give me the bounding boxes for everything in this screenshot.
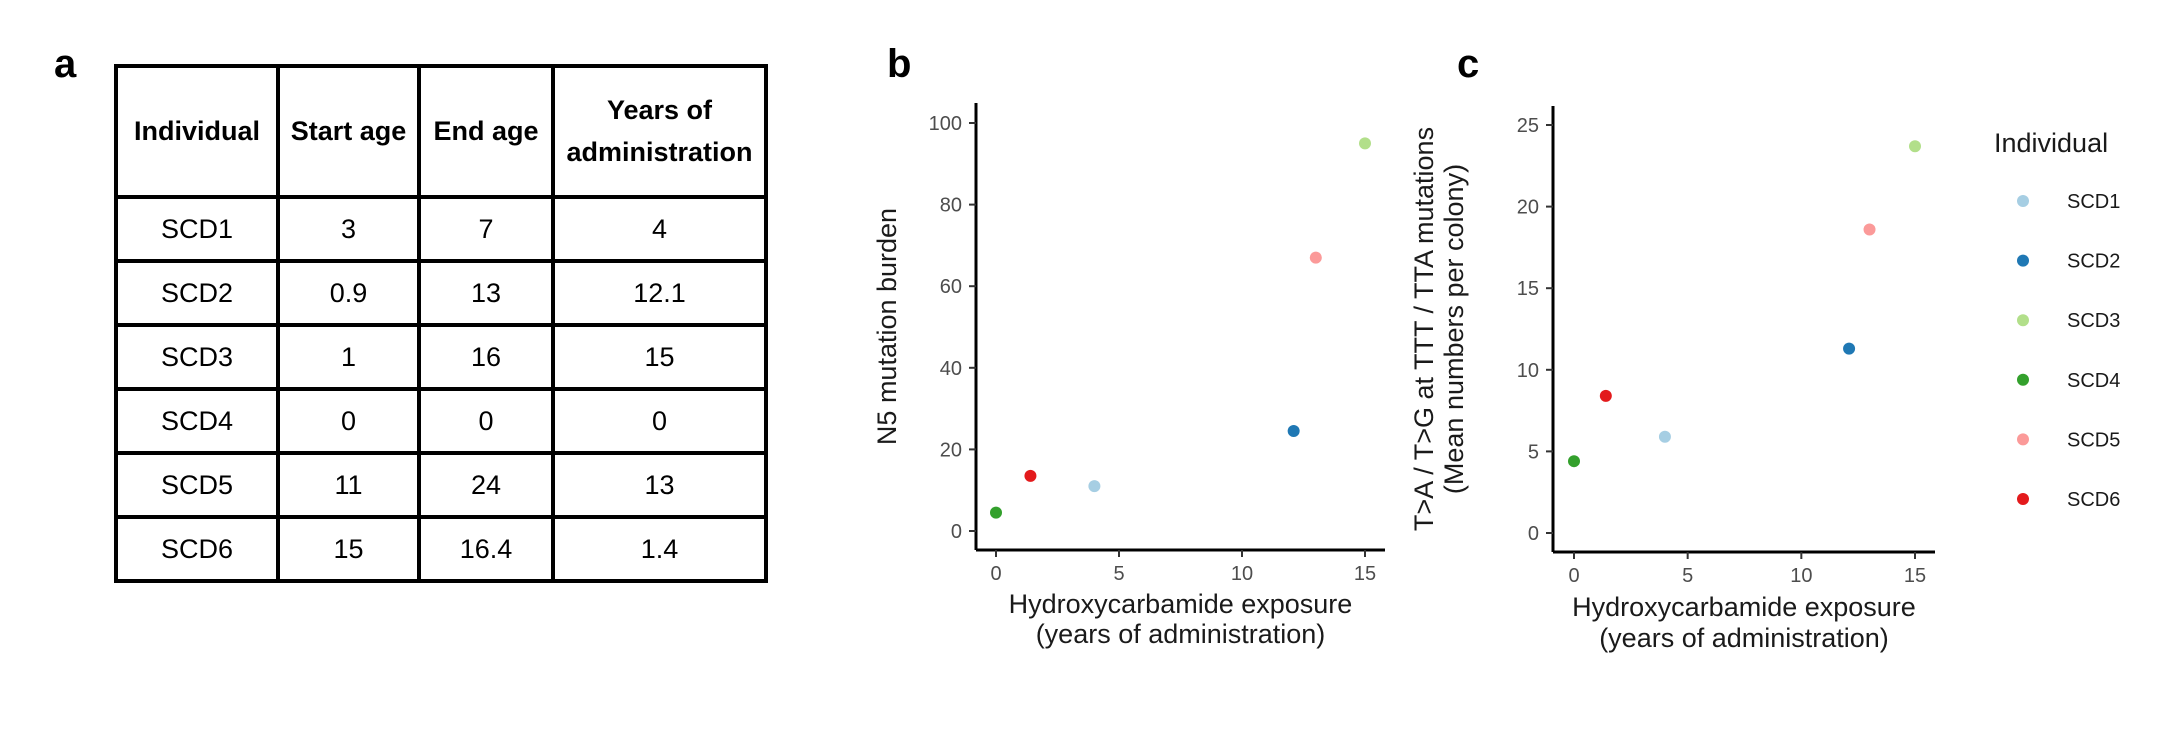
table-body: SCD1 3 7 4 SCD2 0.9 13 12.1 SCD3 1 16 15 SCD4 0 0 0 SCD5… bbox=[114, 195, 768, 583]
y-tick-label-c: 10 bbox=[1517, 360, 1539, 382]
data-point-c-scd6 bbox=[1599, 389, 1612, 402]
legend-title: Individual bbox=[1994, 128, 2108, 158]
table-cell-individual: SCD3 bbox=[114, 323, 280, 391]
y-tick-label-b: 100 bbox=[929, 113, 962, 135]
table-cell-end-age: 24 bbox=[417, 451, 555, 519]
data-point-c-scd5 bbox=[1863, 223, 1876, 236]
legend-label-scd6: SCD6 bbox=[2067, 489, 2120, 511]
x-tick-label-b: 0 bbox=[990, 563, 1001, 585]
x-tick-label-b: 10 bbox=[1231, 563, 1253, 585]
table-cell-years: 1.4 bbox=[551, 515, 768, 583]
legend-label-scd1: SCD1 bbox=[2067, 191, 2120, 213]
table-row: SCD3 1 16 15 bbox=[114, 323, 768, 391]
y-tick-label-c: 0 bbox=[1528, 523, 1539, 545]
y-axis-title-c: T>A / T>G at TTT / TTA mutations bbox=[1409, 127, 1439, 531]
data-point-b-scd1 bbox=[1088, 480, 1101, 493]
table-cell-years: 15 bbox=[551, 323, 768, 391]
data-point-c-scd3 bbox=[1909, 140, 1921, 153]
panel-label-c: c bbox=[1457, 42, 1480, 86]
data-point-b-scd2 bbox=[1287, 425, 1300, 438]
table-cell-individual: SCD1 bbox=[114, 195, 280, 263]
x-axis-title-b: (years of administration) bbox=[1036, 619, 1326, 649]
table-cell-end-age: 0 bbox=[417, 387, 555, 455]
legend-marker-scd1 bbox=[2017, 195, 2029, 207]
table-cell-end-age: 16 bbox=[417, 323, 555, 391]
table-cell-start-age: 1 bbox=[276, 323, 421, 391]
y-tick-label-b: 80 bbox=[940, 195, 962, 217]
y-tick-label-b: 0 bbox=[951, 521, 962, 543]
data-table: Individual Start age End age Years of ad… bbox=[114, 64, 768, 583]
table-cell-start-age: 0.9 bbox=[276, 259, 421, 327]
header-years-of-administration: Years of administration bbox=[551, 64, 768, 199]
data-point-b-scd3 bbox=[1359, 137, 1371, 150]
table-cell-years: 0 bbox=[551, 387, 768, 455]
y-axis-title-b: N5 mutation burden bbox=[872, 208, 902, 445]
panel-label-b: b bbox=[887, 42, 912, 86]
data-point-b-scd5 bbox=[1309, 251, 1322, 264]
table-cell-end-age: 7 bbox=[417, 195, 555, 263]
table-cell-individual: SCD5 bbox=[114, 451, 280, 519]
y-tick-label-c: 25 bbox=[1517, 115, 1539, 137]
data-point-c-scd4 bbox=[1568, 455, 1580, 468]
y-tick-label-c: 15 bbox=[1517, 278, 1539, 300]
x-axis-title-c: Hydroxycarbamide exposure bbox=[1572, 592, 1916, 622]
legend-marker-scd6 bbox=[2017, 493, 2029, 505]
table-cell-individual: SCD2 bbox=[114, 259, 280, 327]
table-header-row: Individual Start age End age Years of ad… bbox=[114, 64, 768, 199]
table-cell-start-age: 0 bbox=[276, 387, 421, 455]
data-point-b-scd6 bbox=[1024, 469, 1037, 482]
x-tick-label-c: 10 bbox=[1790, 565, 1812, 587]
table-row: SCD2 0.9 13 12.1 bbox=[114, 259, 768, 327]
legend-marker-scd4 bbox=[2017, 373, 2029, 386]
legend-marker-scd3 bbox=[2017, 314, 2029, 327]
x-axis-title-b: Hydroxycarbamide exposure bbox=[1009, 589, 1353, 619]
data-point-b-scd4 bbox=[990, 506, 1002, 519]
legend-label-scd3: SCD3 bbox=[2067, 310, 2120, 332]
header-start-age: Start age bbox=[276, 64, 421, 199]
legend-label-scd2: SCD2 bbox=[2067, 251, 2120, 273]
table-row: SCD1 3 7 4 bbox=[114, 195, 768, 263]
legend-marker-scd2 bbox=[2017, 254, 2029, 267]
legend-label-scd5: SCD5 bbox=[2067, 429, 2120, 451]
x-tick-label-b: 5 bbox=[1113, 563, 1124, 585]
y-tick-label-b: 60 bbox=[940, 276, 962, 298]
panel-label-a: a bbox=[54, 42, 77, 86]
table-cell-years: 4 bbox=[551, 195, 768, 263]
x-tick-label-b: 15 bbox=[1354, 563, 1376, 585]
y-axis-title-c: (Mean numbers per colony) bbox=[1439, 164, 1469, 494]
legend-label-scd4: SCD4 bbox=[2067, 370, 2120, 392]
y-tick-label-b: 40 bbox=[940, 358, 962, 380]
header-end-age: End age bbox=[417, 64, 555, 199]
table-cell-individual: SCD6 bbox=[114, 515, 280, 583]
table-cell-start-age: 3 bbox=[276, 195, 421, 263]
y-tick-label-c: 20 bbox=[1517, 197, 1539, 219]
legend-marker-scd5 bbox=[2017, 433, 2029, 446]
table-row: SCD4 0 0 0 bbox=[114, 387, 768, 455]
header-individual: Individual bbox=[114, 64, 280, 199]
x-axis-title-c: (years of administration) bbox=[1599, 623, 1889, 653]
table-row: SCD5 11 24 13 bbox=[114, 451, 768, 519]
table-row: SCD6 15 16.4 1.4 bbox=[114, 515, 768, 583]
table-cell-years: 12.1 bbox=[551, 259, 768, 327]
data-point-c-scd1 bbox=[1658, 430, 1671, 443]
y-tick-label-b: 20 bbox=[940, 439, 962, 461]
table-cell-individual: SCD4 bbox=[114, 387, 280, 455]
x-tick-label-c: 5 bbox=[1682, 565, 1693, 587]
x-tick-label-c: 15 bbox=[1904, 565, 1926, 587]
table-cell-end-age: 13 bbox=[417, 259, 555, 327]
table-cell-end-age: 16.4 bbox=[417, 515, 555, 583]
y-tick-label-c: 5 bbox=[1528, 441, 1539, 463]
table-cell-start-age: 11 bbox=[276, 451, 421, 519]
table-cell-start-age: 15 bbox=[276, 515, 421, 583]
data-point-c-scd2 bbox=[1843, 342, 1856, 355]
table-cell-years: 13 bbox=[551, 451, 768, 519]
x-tick-label-c: 0 bbox=[1568, 565, 1579, 587]
